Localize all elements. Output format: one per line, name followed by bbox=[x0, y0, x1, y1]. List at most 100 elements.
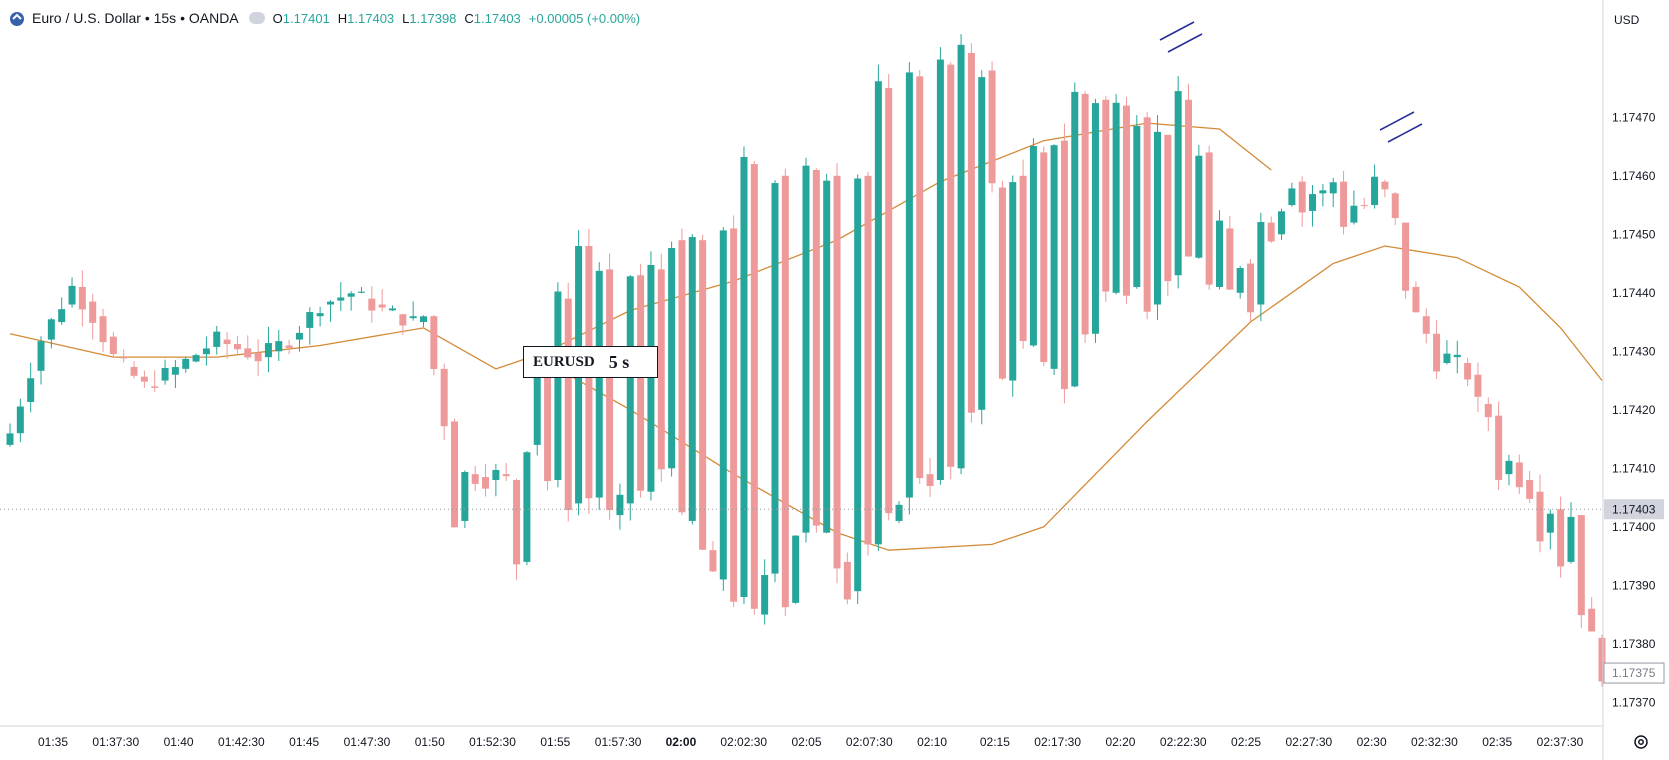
candle-body bbox=[1474, 374, 1482, 397]
candle-body bbox=[854, 178, 862, 592]
y-tick-label: 1.17420 bbox=[1612, 403, 1656, 417]
crosshair-price-label: 1.17375 bbox=[1612, 666, 1656, 680]
candle-body bbox=[130, 366, 138, 376]
x-tick-label: 01:42:30 bbox=[218, 735, 265, 749]
symbol-title[interactable]: Euro / U.S. Dollar • 15s • OANDA bbox=[32, 10, 239, 26]
candle-body bbox=[378, 304, 386, 308]
x-tick-label: 01:52:30 bbox=[469, 735, 516, 749]
ohlc-change: +0.00005 (+0.00%) bbox=[528, 10, 641, 26]
y-tick-label: 1.17450 bbox=[1612, 227, 1656, 241]
y-tick-label: 1.17390 bbox=[1612, 578, 1656, 592]
candle-body bbox=[1557, 509, 1565, 567]
candle-body bbox=[554, 291, 562, 480]
candle-body bbox=[6, 433, 14, 445]
candle-body bbox=[399, 314, 407, 326]
candle-body bbox=[1153, 131, 1161, 305]
candle-body bbox=[192, 355, 200, 362]
label-symbol: EURUSD bbox=[533, 353, 595, 370]
candle-body bbox=[1102, 99, 1110, 292]
eye-icon[interactable] bbox=[248, 12, 265, 24]
candle-body bbox=[709, 550, 717, 572]
candle-body bbox=[750, 164, 758, 609]
candle-body bbox=[1081, 93, 1089, 335]
candle-body bbox=[1495, 415, 1503, 480]
candle-body bbox=[37, 341, 45, 371]
x-tick-label: 01:47:30 bbox=[344, 735, 391, 749]
candle-body bbox=[843, 561, 851, 600]
candle-body bbox=[1267, 222, 1275, 242]
candle-body bbox=[295, 332, 303, 340]
ohlc-open-key: O bbox=[272, 10, 283, 26]
y-tick-label: 1.17370 bbox=[1612, 695, 1656, 709]
candle-body bbox=[874, 81, 882, 545]
candle-body bbox=[451, 421, 459, 528]
candle-body bbox=[502, 474, 510, 477]
candle-body bbox=[1350, 205, 1358, 223]
candle-body bbox=[244, 348, 252, 358]
candle-body bbox=[357, 291, 365, 293]
candle-body bbox=[347, 293, 355, 297]
candle-body bbox=[1536, 491, 1544, 542]
candle-body bbox=[1412, 286, 1420, 313]
candle-body bbox=[978, 77, 986, 410]
x-tick-label: 02:02:30 bbox=[720, 735, 767, 749]
candle-body bbox=[957, 44, 965, 469]
label-interval: 5 s bbox=[608, 351, 630, 372]
candle-body bbox=[161, 367, 169, 381]
y-tick-label: 1.17380 bbox=[1612, 637, 1656, 651]
candle-body bbox=[823, 180, 831, 533]
currency-button[interactable]: USD bbox=[1614, 13, 1640, 27]
candle-body bbox=[420, 316, 428, 323]
candle-body bbox=[306, 312, 314, 328]
candle-body bbox=[1257, 222, 1265, 305]
candle-body bbox=[233, 343, 241, 350]
y-tick-label: 1.17460 bbox=[1612, 169, 1656, 183]
candle-body bbox=[1309, 194, 1317, 211]
crosshair-price-badge bbox=[1603, 662, 1665, 684]
y-tick-label: 1.17410 bbox=[1612, 461, 1656, 475]
candle-body bbox=[967, 52, 975, 413]
candle-body bbox=[564, 298, 572, 511]
candle-body bbox=[1029, 146, 1037, 346]
candle-body bbox=[533, 366, 541, 445]
x-tick-label: 02:15 bbox=[980, 735, 1010, 749]
candle-body bbox=[1360, 205, 1368, 207]
candle-body bbox=[864, 175, 872, 545]
candle-body bbox=[544, 363, 552, 482]
candle-body bbox=[1433, 333, 1441, 372]
ohlc-high-key: H bbox=[337, 10, 348, 26]
candle-body bbox=[1484, 403, 1492, 418]
candle-body bbox=[1515, 462, 1523, 488]
x-tick-label: 01:57:30 bbox=[595, 735, 642, 749]
candle-body bbox=[58, 309, 66, 323]
candle-body bbox=[316, 313, 324, 317]
candle-body bbox=[368, 298, 376, 311]
candle-body bbox=[730, 228, 738, 602]
candle-body bbox=[1133, 126, 1141, 287]
candle-body bbox=[626, 276, 634, 504]
candle-body bbox=[47, 319, 55, 340]
candle-body bbox=[523, 452, 531, 562]
candle-body bbox=[833, 175, 841, 569]
ohlc-close-value: 1.17403 bbox=[473, 10, 521, 26]
candle-body bbox=[792, 535, 800, 603]
candle-body bbox=[440, 368, 448, 427]
candle-body bbox=[1371, 176, 1379, 206]
x-tick-label: 02:37:30 bbox=[1537, 735, 1584, 749]
candle-body bbox=[27, 378, 35, 402]
x-tick-label: 01:37:30 bbox=[92, 735, 139, 749]
candle-body bbox=[637, 275, 645, 491]
x-tick-label: 02:25 bbox=[1231, 735, 1261, 749]
candle-body bbox=[1071, 91, 1079, 387]
candle-body bbox=[409, 316, 417, 319]
y-tick-label: 1.17440 bbox=[1612, 286, 1656, 300]
candle-body bbox=[926, 474, 934, 486]
gear-icon[interactable] bbox=[1630, 731, 1652, 753]
candle-body bbox=[1205, 152, 1213, 285]
candle-body bbox=[202, 348, 210, 355]
candle-body bbox=[16, 406, 24, 434]
x-tick-label: 02:35 bbox=[1482, 735, 1512, 749]
tradingview-logo-icon[interactable] bbox=[8, 9, 26, 27]
x-tick-label: 02:07:30 bbox=[846, 735, 893, 749]
